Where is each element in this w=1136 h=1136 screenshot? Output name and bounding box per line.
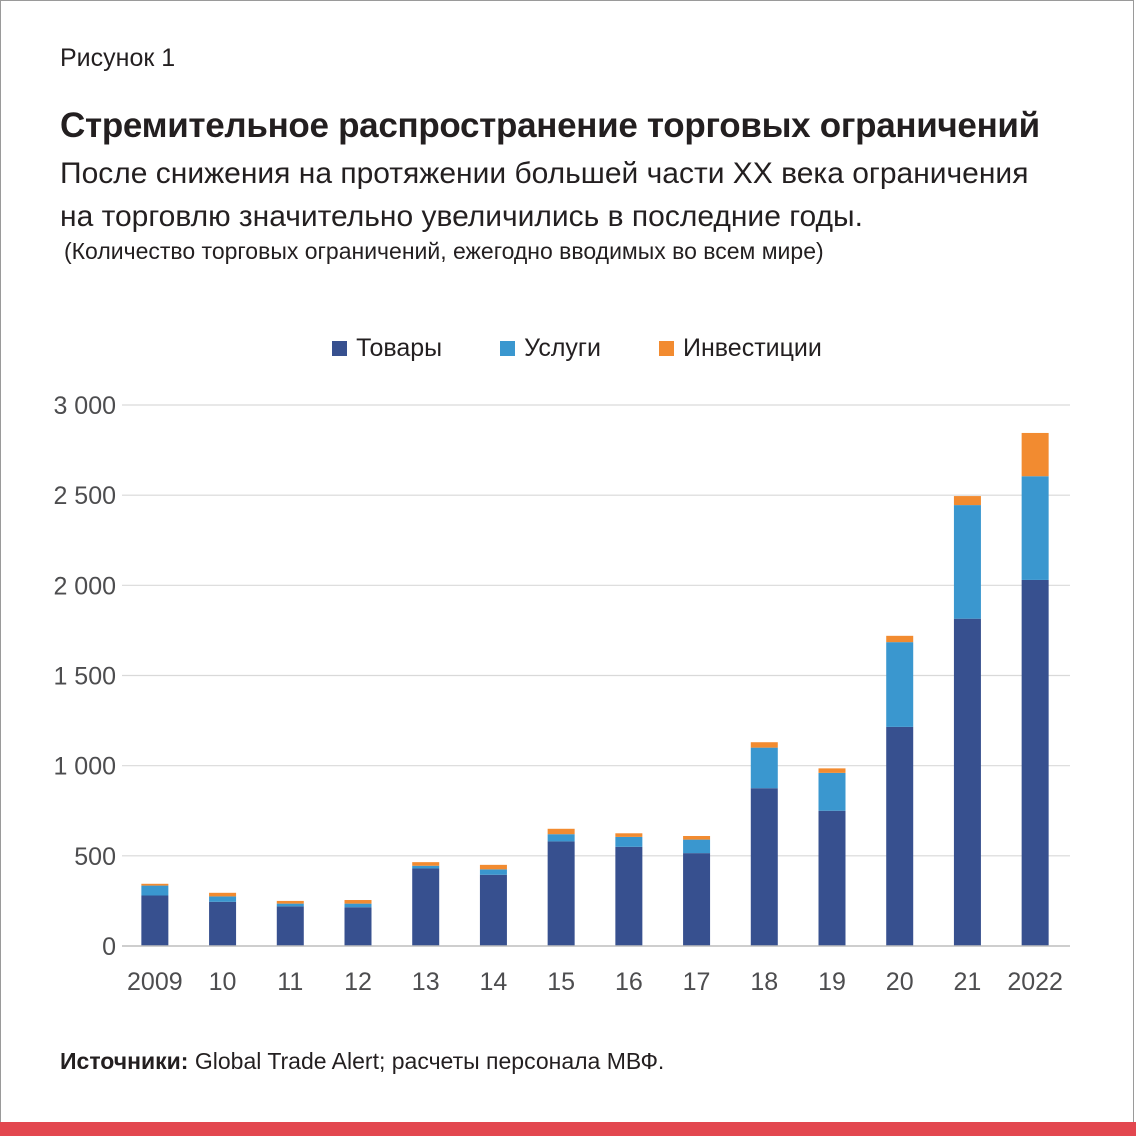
legend-swatch-investment <box>659 341 675 356</box>
bar-investment <box>750 742 778 748</box>
bar-investment <box>209 892 237 897</box>
bar-goods <box>818 810 846 946</box>
x-tick-label: 18 <box>750 968 778 996</box>
x-tick-label: 12 <box>344 968 372 996</box>
source-text: Global Trade Alert; расчеты персонала МВ… <box>188 1048 665 1074</box>
source-note: Источники: Global Trade Alert; расчеты п… <box>60 1048 664 1075</box>
y-tick-label: 2 000 <box>53 572 116 600</box>
bar-services <box>953 505 981 619</box>
bar-goods <box>141 895 169 946</box>
bar-investment <box>547 828 575 835</box>
accent-bar <box>0 1122 1136 1136</box>
bar-services <box>344 903 372 908</box>
x-tick-label: 16 <box>615 968 643 996</box>
legend-swatch-services <box>500 341 516 356</box>
x-tick-label: 19 <box>818 968 846 996</box>
bar-investment <box>276 900 304 904</box>
bar-services <box>1021 476 1049 580</box>
y-tick-label: 1 500 <box>53 663 116 691</box>
y-tick-label: 2 500 <box>53 482 116 510</box>
bar-services <box>276 903 304 907</box>
legend: Товары Услуги Инвестиции <box>0 334 1136 363</box>
bar-goods <box>479 874 507 946</box>
y-tick-label: 3 000 <box>53 392 116 420</box>
bar-services <box>141 885 169 896</box>
stacked-bar-chart: 0 500 1 000 1 500 2 000 2 500 3 000 2009 10 11 12 1… <box>53 392 1070 996</box>
bar-goods <box>344 907 372 946</box>
bar-goods <box>547 841 575 946</box>
legend-item-investment: Инвестиции <box>659 334 822 363</box>
bar-goods <box>615 846 643 946</box>
x-tick-label: 2022 <box>1007 968 1063 996</box>
chart-subtitle: После снижения на протяжении большей час… <box>60 157 1029 233</box>
bar-goods <box>683 853 711 946</box>
figure-label: Рисунок 1 <box>60 44 176 72</box>
bar-services <box>683 839 711 854</box>
x-tick-label: 15 <box>547 968 575 996</box>
legend-item-goods: Товары <box>332 334 442 363</box>
chart-title: Стремительное распространение торговых о… <box>60 106 1040 145</box>
bar-investment <box>1021 432 1049 477</box>
legend-swatch-goods <box>332 341 348 356</box>
bar-goods <box>209 901 237 946</box>
bar-services <box>412 865 440 869</box>
x-tick-label: 13 <box>412 968 440 996</box>
bar-services <box>479 869 507 875</box>
bar-investment <box>683 835 711 840</box>
y-tick-label: 500 <box>74 843 116 871</box>
bar-goods <box>276 906 304 946</box>
bar-investment <box>412 862 440 866</box>
bar-services <box>750 747 778 789</box>
legend-item-services: Услуги <box>500 334 601 363</box>
x-tick-label: 14 <box>480 968 508 996</box>
x-tick-label: 2009 <box>127 968 183 996</box>
y-tick-label: 1 000 <box>53 753 116 781</box>
source-label: Источники: <box>60 1048 189 1074</box>
x-tick-label: 11 <box>277 968 303 996</box>
x-tick-label: 17 <box>683 968 711 996</box>
bar-investment <box>344 900 372 904</box>
bar-services <box>209 896 237 902</box>
legend-label-goods: Товары <box>356 334 443 362</box>
bar-investment <box>818 768 846 773</box>
x-tick-label: 10 <box>209 968 237 996</box>
bar-investment <box>886 635 914 643</box>
bar-goods <box>412 868 440 946</box>
legend-label-investment: Инвестиции <box>683 334 822 362</box>
bar-investment <box>141 883 169 886</box>
bar-investment <box>479 864 507 870</box>
bar-services <box>818 772 846 811</box>
bar-services <box>615 836 643 847</box>
bar-goods <box>1021 579 1049 946</box>
unit-note: (Количество торговых ограничений, ежегод… <box>64 238 824 264</box>
bar-goods <box>953 618 981 946</box>
bar-services <box>886 642 914 727</box>
bar-goods <box>750 788 778 946</box>
x-tick-label: 20 <box>886 968 914 996</box>
y-tick-label: 0 <box>102 933 116 961</box>
bar-services <box>547 834 575 842</box>
bar-goods <box>886 726 914 946</box>
bar-investment <box>615 833 643 837</box>
bar-investment <box>953 496 981 506</box>
x-tick-label: 21 <box>954 968 982 996</box>
legend-label-services: Услуги <box>524 334 602 362</box>
